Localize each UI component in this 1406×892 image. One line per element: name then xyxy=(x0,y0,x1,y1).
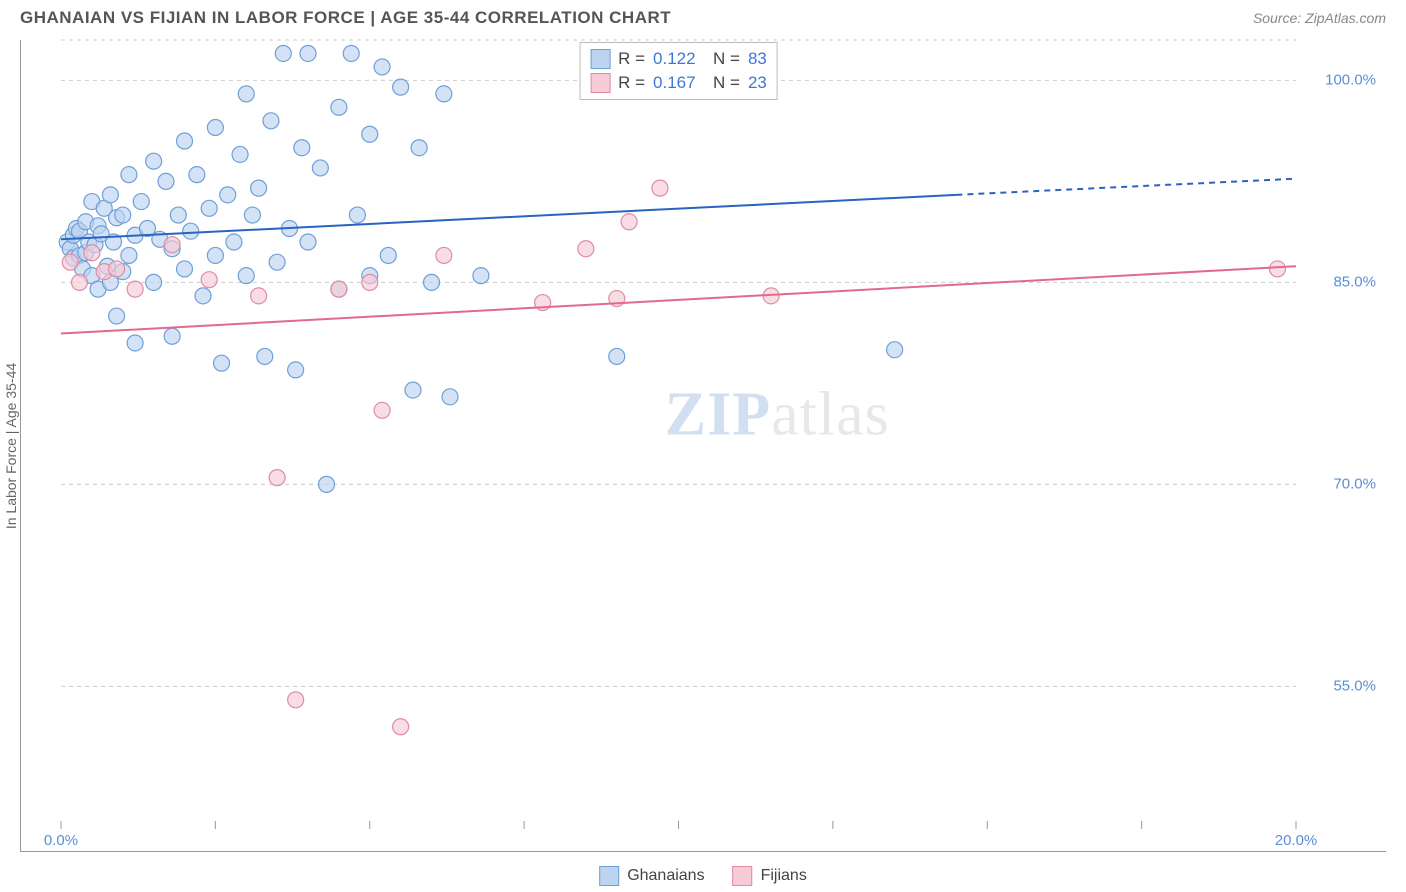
x-tick-label: 0.0% xyxy=(44,832,78,849)
y-tick-label: 55.0% xyxy=(1333,678,1376,695)
r-label: R = xyxy=(618,49,645,69)
stats-row-ghanaians: R = 0.122 N = 83 xyxy=(590,47,767,71)
swatch-ghanaians-icon xyxy=(599,866,619,886)
chart-container: In Labor Force | Age 35-44 ZIPatlas R = … xyxy=(20,40,1386,852)
n-label: N = xyxy=(704,49,740,69)
swatch-fijians-icon xyxy=(733,866,753,886)
legend-item-fijians: Fijians xyxy=(733,866,807,886)
y-tick-label: 100.0% xyxy=(1325,72,1376,89)
n-value: 23 xyxy=(748,73,767,93)
legend-label: Ghanaians xyxy=(627,867,704,885)
legend-item-ghanaians: Ghanaians xyxy=(599,866,704,886)
legend-label: Fijians xyxy=(761,867,807,885)
chart-title: GHANAIAN VS FIJIAN IN LABOR FORCE | AGE … xyxy=(20,8,671,28)
y-axis-label: In Labor Force | Age 35-44 xyxy=(3,362,19,528)
n-label: N = xyxy=(704,73,740,93)
swatch-fijians-icon xyxy=(590,73,610,93)
plot-area: ZIPatlas R = 0.122 N = 83 R = 0.167 N = … xyxy=(61,40,1296,821)
y-tick-label: 85.0% xyxy=(1333,274,1376,291)
r-value: 0.122 xyxy=(653,49,696,69)
scatter-plot-svg xyxy=(61,40,1296,821)
series-legend: Ghanaians Fijians xyxy=(599,866,807,886)
n-value: 83 xyxy=(748,49,767,69)
x-tick-label: 20.0% xyxy=(1275,832,1318,849)
stats-row-fijians: R = 0.167 N = 23 xyxy=(590,71,767,95)
stats-legend: R = 0.122 N = 83 R = 0.167 N = 23 xyxy=(579,42,778,100)
source-text: Source: ZipAtlas.com xyxy=(1253,10,1386,26)
r-value: 0.167 xyxy=(653,73,696,93)
y-tick-label: 70.0% xyxy=(1333,476,1376,493)
r-label: R = xyxy=(618,73,645,93)
swatch-ghanaians-icon xyxy=(590,49,610,69)
